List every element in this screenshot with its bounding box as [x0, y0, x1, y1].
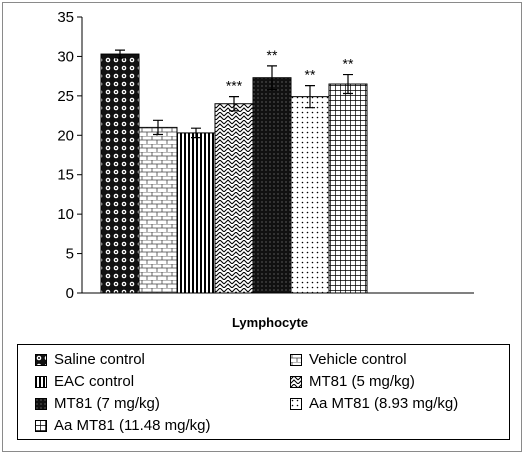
legend-swatch	[35, 353, 47, 366]
bars-group: *********	[100, 47, 368, 294]
bar	[328, 83, 368, 294]
error-bar	[191, 127, 201, 139]
y-tick-group: 0 5 10 15 20 25 30 35	[57, 9, 82, 302]
bar	[252, 77, 292, 294]
error-bar	[267, 65, 277, 91]
error-bar	[343, 73, 353, 95]
y-tick-label: 15	[57, 167, 74, 184]
y-tick-label: 10	[57, 206, 74, 223]
legend-item: Aa MT81 (11.48 mg/kg)	[35, 417, 210, 434]
y-tick-label: 0	[66, 285, 74, 302]
legend-item: EAC control	[35, 373, 134, 390]
bar	[100, 53, 140, 294]
legend-item: MT81 (7 mg/kg)	[35, 395, 160, 412]
bar	[290, 96, 330, 294]
legend-swatch	[35, 375, 47, 388]
legend-swatch	[290, 353, 302, 366]
bar	[176, 132, 216, 294]
legend-label: Vehicle control	[309, 351, 407, 368]
y-tick-label: 5	[66, 246, 74, 263]
chart-legend: Saline control Vehicle control EAC control…	[17, 344, 510, 440]
significance-label: **	[343, 56, 354, 72]
legend-label: Aa MT81 (11.48 mg/kg)	[54, 417, 211, 434]
legend-item: Saline control	[35, 351, 145, 368]
error-bar	[115, 49, 125, 59]
error-bar	[153, 119, 163, 136]
legend-label: Aa MT81 (8.93 mg/kg)	[309, 395, 459, 412]
bar	[214, 103, 254, 294]
error-bar	[305, 85, 315, 109]
legend-label: MT81 (7 mg/kg)	[54, 395, 160, 412]
y-tick-label: 30	[57, 48, 74, 65]
legend-swatch	[35, 419, 47, 432]
legend-swatch	[290, 397, 302, 410]
legend-label: Saline control	[54, 351, 145, 368]
y-tick-label: 25	[57, 88, 74, 105]
significance-label: **	[267, 47, 278, 63]
legend-swatch	[290, 375, 302, 388]
y-tick-label: 20	[57, 127, 74, 144]
legend-item: MT81 (5 mg/kg)	[290, 373, 415, 390]
bar	[138, 126, 178, 294]
significance-label: **	[305, 67, 316, 83]
legend-label: EAC control	[54, 373, 135, 390]
legend-item: Vehicle control	[290, 351, 407, 368]
y-tick-label: 35	[57, 9, 74, 26]
error-bar	[229, 96, 239, 112]
x-axis-label: Lymphocyte	[232, 315, 308, 330]
legend-label: MT81 (5 mg/kg)	[309, 373, 415, 390]
legend-swatch	[35, 397, 47, 410]
legend-item: Aa MT81 (8.93 mg/kg)	[290, 395, 458, 412]
significance-label: ***	[226, 78, 243, 94]
